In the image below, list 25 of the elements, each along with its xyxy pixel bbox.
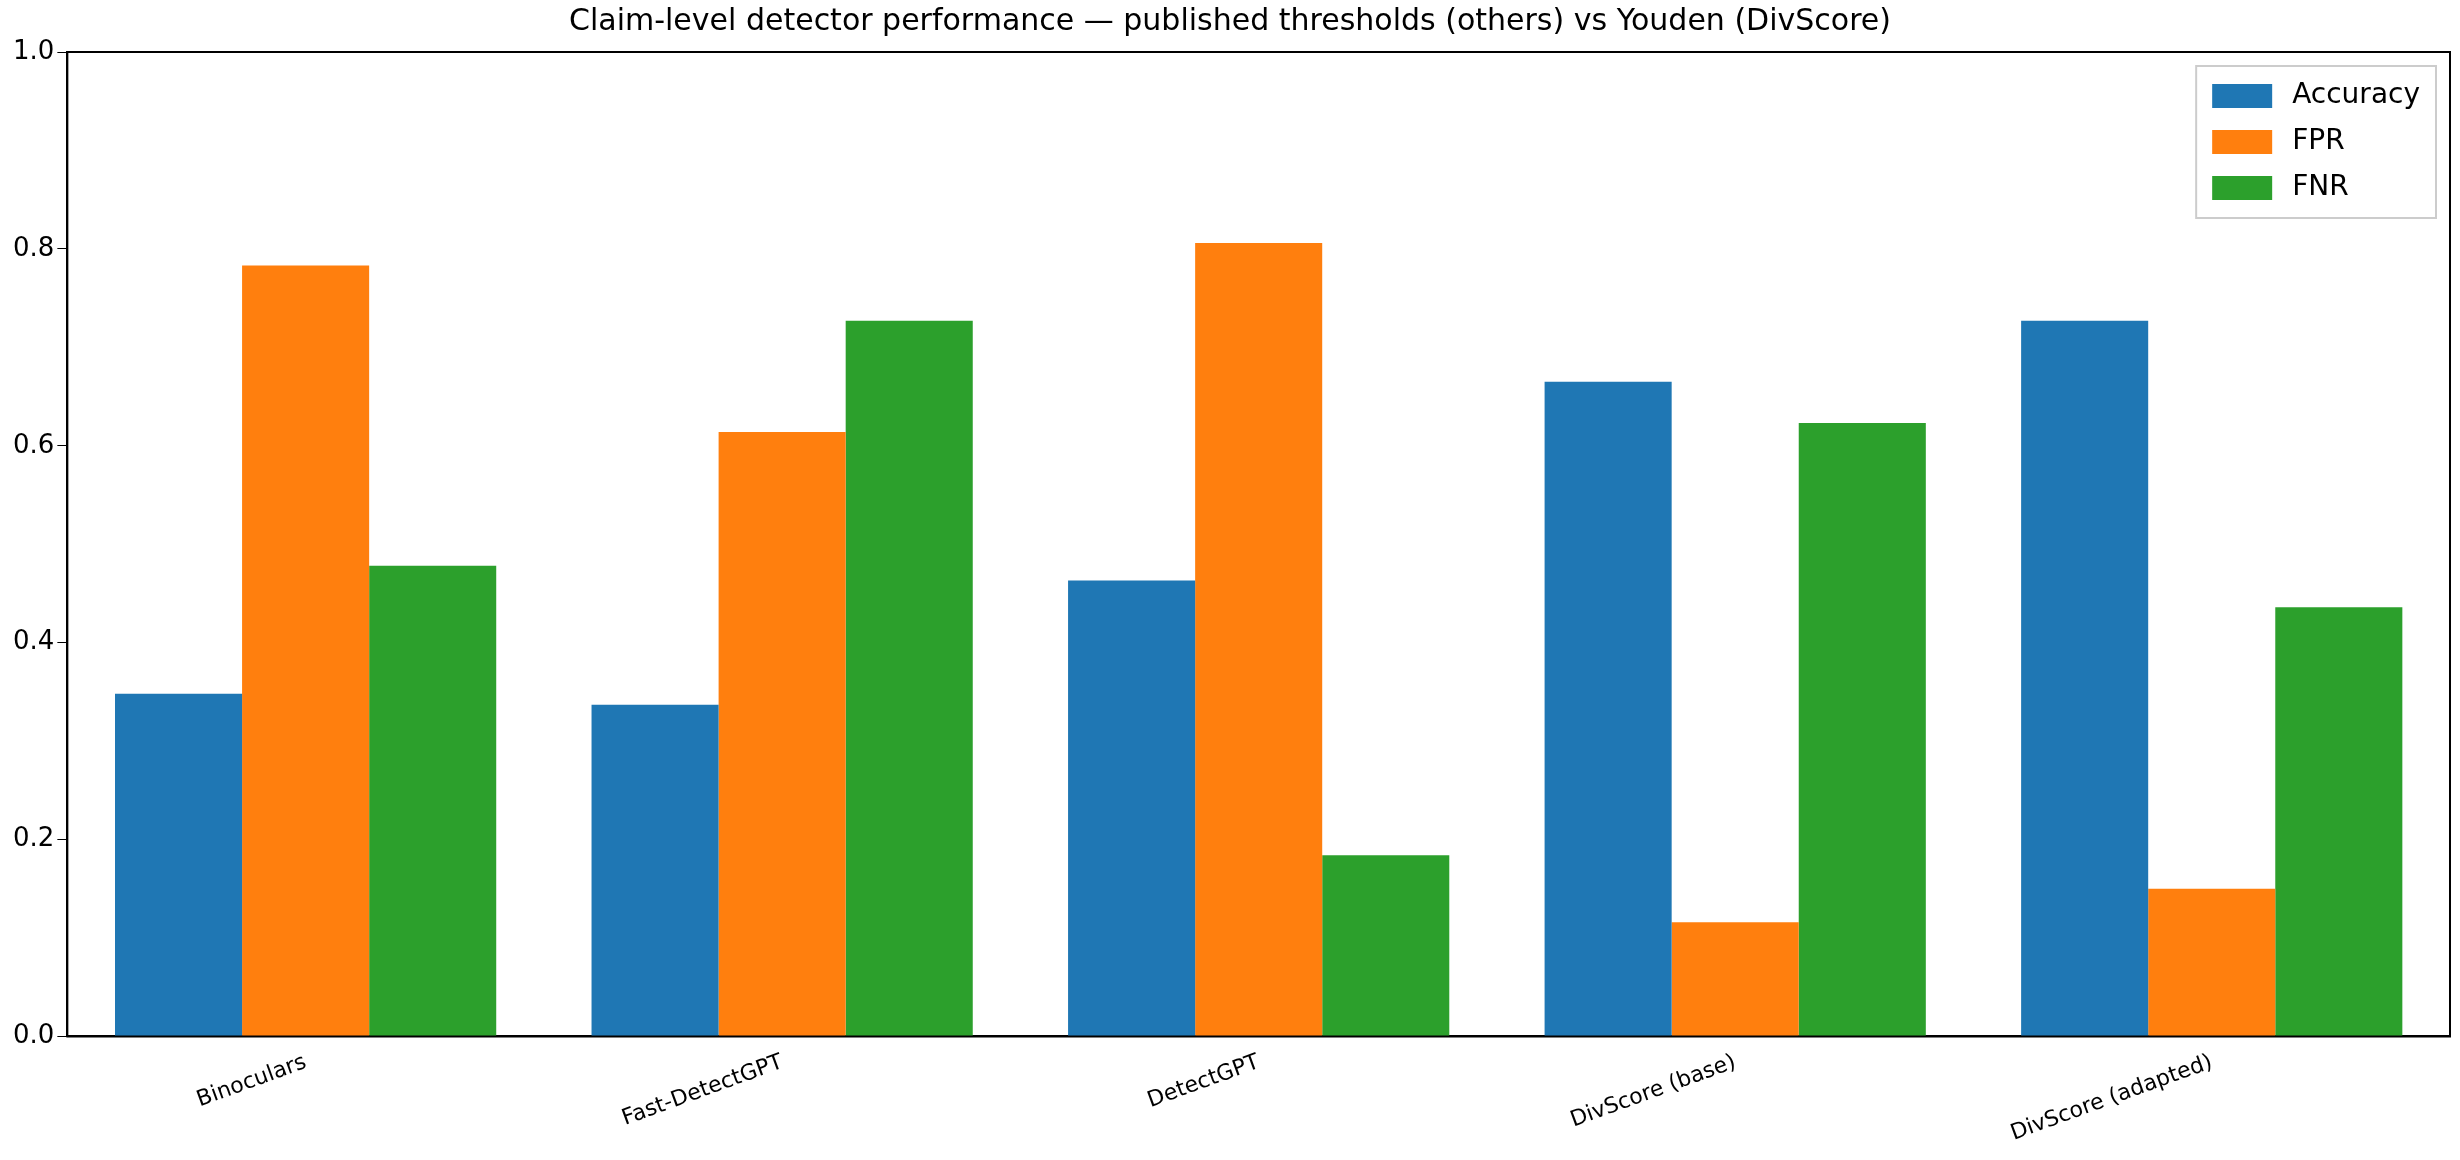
y-tick-label: 0.0 (12, 1019, 55, 1050)
bar (1671, 922, 1799, 1036)
bar (845, 320, 973, 1036)
bar (369, 565, 497, 1036)
y-tick-label: 0.4 (12, 625, 55, 656)
legend-label: FPR (2292, 123, 2345, 157)
bar (1322, 855, 1450, 1036)
bar (2021, 320, 2149, 1036)
legend-label: Accuracy (2292, 77, 2421, 111)
y-tick-label: 0.8 (12, 231, 55, 262)
y-tick-label: 0.2 (12, 822, 55, 853)
bar (1798, 423, 1926, 1036)
chart-title: Claim-level detector performance — published thresholds (others) vs Youden (DivScore) (568, 1, 1892, 37)
bar (1544, 381, 1672, 1036)
legend-label: FNR (2292, 169, 2349, 203)
bar (242, 265, 370, 1036)
bar (1195, 242, 1323, 1036)
bar (591, 704, 719, 1036)
bar (718, 431, 846, 1036)
y-tick-label: 0.6 (12, 428, 55, 459)
bar (2148, 888, 2276, 1036)
y-tick-label: 1.0 (12, 34, 55, 65)
bar (2275, 607, 2403, 1036)
bar (1068, 580, 1196, 1036)
bar (115, 693, 243, 1036)
